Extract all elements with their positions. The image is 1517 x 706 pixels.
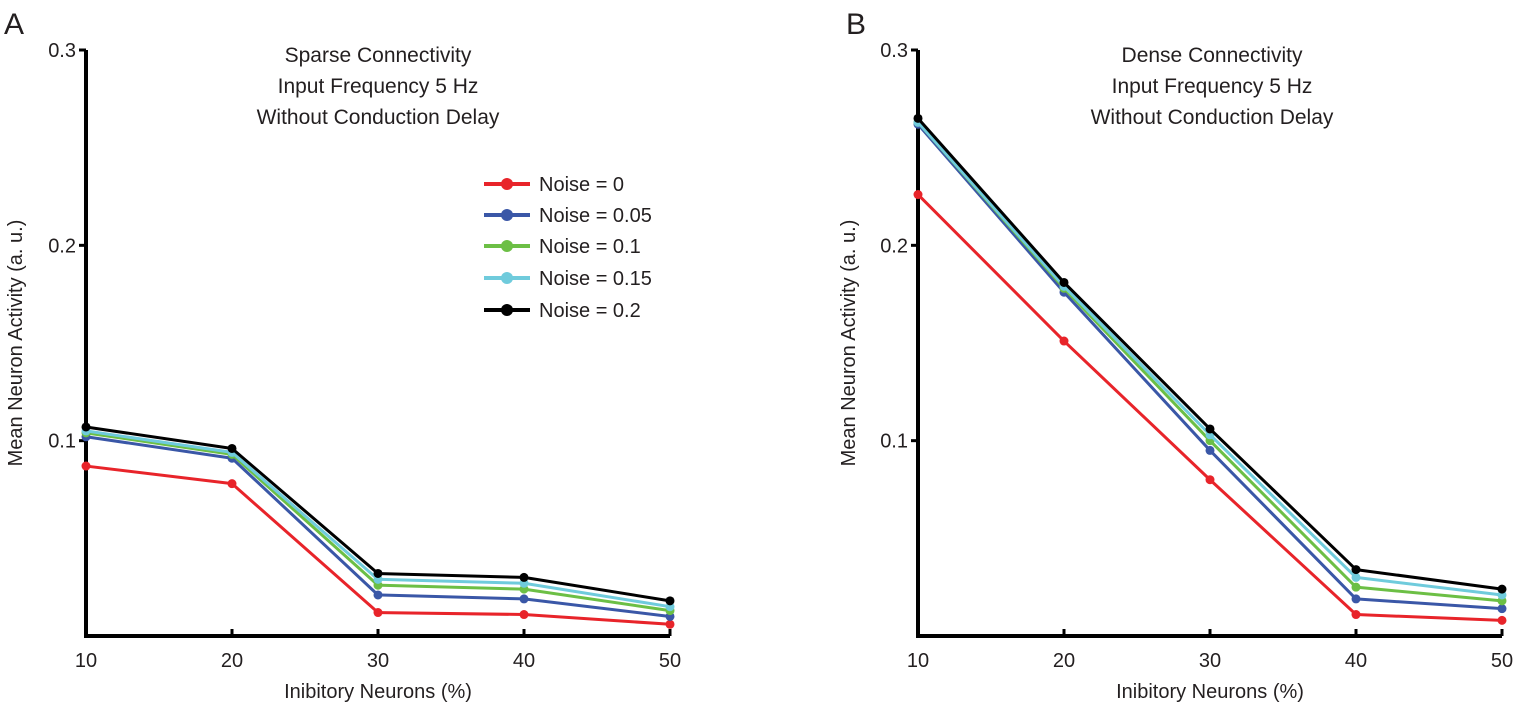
data-point [1497,615,1507,625]
legend-swatch-marker [501,209,513,221]
data-point [81,461,91,471]
chart-title-line: Input Frequency 5 Hz [1112,75,1313,98]
legend-swatch-marker [501,240,513,252]
chart-title-line: Without Conduction Delay [1091,106,1334,129]
y-tick-label: 0.2 [880,235,908,257]
data-point [665,596,675,606]
x-tick-label: 30 [1199,650,1221,672]
x-tick-label: 10 [907,650,929,672]
legend-label: Noise = 0 [539,174,624,196]
y-axis-label: Mean Neuron Activity (a. u.) [5,220,27,467]
legend: Noise = 0 Noise = 0.05 Noise = 0.1 Noise = … [484,174,652,322]
legend-swatch-marker [501,272,513,284]
data-point [913,190,923,200]
x-tick-label: 40 [513,650,535,672]
legend-label: Noise = 0.15 [539,268,652,290]
legend-label: Noise = 0.2 [539,300,641,322]
y-tick-label: 0.3 [880,40,908,62]
x-axis-label: Inibitory Neurons (%) [284,681,472,703]
x-tick-label: 10 [75,650,97,672]
data-point [1351,610,1361,620]
data-point [373,608,383,618]
y-tick-label: 0.3 [48,40,76,62]
legend-swatch-marker [501,178,513,190]
panel-letter: B [846,8,866,41]
data-point [1351,582,1361,592]
panel-letter: A [4,8,24,41]
data-point [519,594,529,604]
panel-a: A Sparse Connectivity Input Frequency 5 Hz… [4,8,681,703]
x-axis-label: Inibitory Neurons (%) [1116,681,1304,703]
panel-b: B Dense Connectivity Input Frequency 5 Hz W… [838,8,1513,703]
legend-label: Noise = 0.05 [539,205,652,227]
series-line [916,121,1503,603]
data-point [1059,277,1069,287]
data-point [373,568,383,578]
series-line [916,117,1503,591]
data-point [519,572,529,582]
data-point [1497,604,1507,614]
series-line [916,193,1503,622]
legend-label: Noise = 0.1 [539,236,641,258]
data-point [1351,572,1361,582]
data-point [227,443,237,453]
x-tick-label: 20 [221,650,243,672]
data-point [1497,584,1507,594]
data-point [1351,565,1361,575]
data-point [373,590,383,600]
chart-title-line: Without Conduction Delay [257,106,500,129]
chart-title-line: Input Frequency 5 Hz [278,75,479,98]
x-tick-label: 40 [1345,650,1367,672]
data-point [1059,336,1069,346]
data-point [81,422,91,432]
x-tick-label: 50 [659,650,681,672]
y-tick-label: 0.1 [880,431,908,453]
x-tick-label: 30 [367,650,389,672]
y-tick-label: 0.1 [48,431,76,453]
data-point [519,610,529,620]
data-point [1205,445,1215,455]
chart-title-line: Sparse Connectivity [285,44,472,67]
y-axis-label: Mean Neuron Activity (a. u.) [838,220,860,467]
data-point [1205,475,1215,485]
series-line [916,121,1503,597]
x-tick-label: 50 [1491,650,1513,672]
y-tick-label: 0.2 [48,235,76,257]
series-line [916,123,1503,611]
data-point [913,113,923,123]
data-point [1205,424,1215,434]
data-point [1351,594,1361,604]
data-point [227,479,237,489]
x-tick-label: 20 [1053,650,1075,672]
series-line [85,464,671,626]
legend-swatch-marker [501,304,513,316]
chart-title-line: Dense Connectivity [1122,44,1303,67]
data-point [665,619,675,629]
